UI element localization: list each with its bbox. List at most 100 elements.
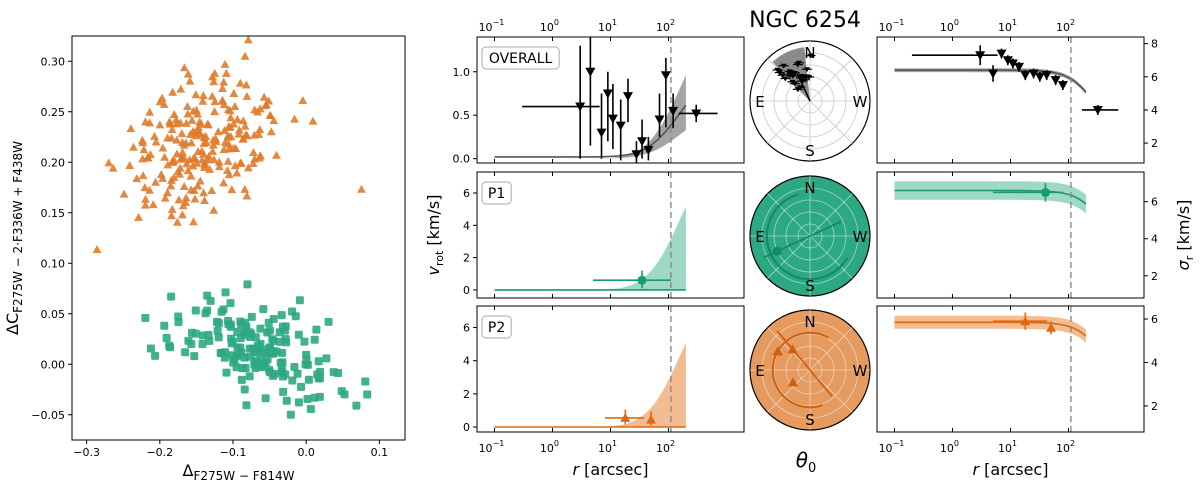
scatter-point bbox=[203, 291, 212, 300]
scatter-point bbox=[92, 244, 102, 253]
scatter-point bbox=[155, 120, 165, 129]
scatter-point bbox=[247, 312, 256, 321]
x-tick-label: 10−1 bbox=[479, 18, 505, 34]
scatter-point bbox=[198, 340, 207, 349]
scatter-point bbox=[180, 63, 189, 72]
scatter-point bbox=[158, 173, 168, 182]
scatter-point bbox=[314, 357, 323, 366]
scatter-point bbox=[181, 138, 191, 147]
data-point bbox=[1092, 105, 1103, 115]
scatter-point bbox=[265, 110, 275, 119]
scatter-point bbox=[297, 382, 306, 391]
sigma-panel-0: 2 4 6 8 10−1 100 101 102 bbox=[876, 18, 1158, 164]
scatter-point bbox=[281, 370, 290, 379]
confidence-band bbox=[494, 206, 686, 290]
scatter-point bbox=[282, 396, 291, 405]
scatter-point bbox=[158, 143, 168, 152]
angle-sample-marker bbox=[794, 87, 801, 93]
scatter-point bbox=[188, 328, 197, 337]
compass-east: E bbox=[755, 362, 764, 380]
panel-label: OVERALL bbox=[489, 51, 553, 67]
scatter-point bbox=[242, 401, 251, 410]
data-point bbox=[654, 115, 665, 125]
scatter-point bbox=[235, 78, 245, 87]
scatter-point bbox=[172, 217, 182, 226]
x-tick-label: 100 bbox=[540, 18, 559, 34]
scatter-point bbox=[295, 296, 304, 305]
scatter-point bbox=[176, 84, 186, 93]
panel-plot-area bbox=[494, 172, 686, 298]
scatter-point bbox=[178, 210, 187, 219]
polar-grid-spoke bbox=[767, 369, 811, 413]
scatter-point bbox=[233, 114, 242, 123]
scatter-point bbox=[310, 335, 319, 344]
scatter-point bbox=[160, 321, 169, 330]
x-tick-label: 100 bbox=[940, 18, 959, 34]
scatter-point bbox=[269, 116, 279, 125]
x-tick-label: 100 bbox=[940, 439, 959, 455]
scatter-point bbox=[174, 312, 183, 321]
scatter-point bbox=[188, 161, 198, 170]
data-point bbox=[1020, 71, 1031, 81]
scatter-point bbox=[139, 145, 149, 154]
scatter-point bbox=[263, 328, 272, 337]
scatter-point bbox=[207, 91, 217, 100]
scatter-point bbox=[214, 162, 224, 171]
scatter-point bbox=[138, 171, 148, 180]
scatter-point bbox=[179, 182, 189, 191]
data-point bbox=[585, 67, 596, 77]
scatter-point bbox=[245, 372, 254, 381]
scatter-point bbox=[198, 331, 207, 340]
scatter-point bbox=[230, 355, 239, 364]
y-tick-label: 0.05 bbox=[41, 308, 66, 321]
scatter-point bbox=[276, 358, 285, 367]
scatter-point bbox=[340, 390, 349, 399]
scatter-point bbox=[240, 385, 249, 394]
y-tick-label: 4 bbox=[1151, 233, 1158, 246]
angle-sample-marker bbox=[782, 76, 789, 82]
scatter-point bbox=[243, 280, 252, 289]
confidence-band bbox=[894, 181, 1086, 214]
scatter-point bbox=[173, 166, 183, 175]
scatter-point bbox=[183, 69, 193, 78]
scatter-point bbox=[300, 337, 309, 346]
scatter-point bbox=[169, 173, 179, 182]
x-tick-label: 102 bbox=[656, 439, 675, 455]
scatter-point bbox=[182, 118, 191, 127]
scatter-point bbox=[210, 97, 220, 106]
scatter-point bbox=[234, 125, 244, 134]
scatter-point bbox=[178, 147, 187, 156]
scatter-point bbox=[183, 102, 192, 111]
panel-frame bbox=[476, 171, 745, 299]
scatter-point bbox=[209, 205, 219, 214]
data-point bbox=[620, 412, 631, 422]
scatter-point bbox=[229, 143, 239, 152]
scatter-point bbox=[286, 410, 295, 419]
panel-label-box bbox=[481, 315, 512, 339]
x-tick-label: 10−1 bbox=[879, 439, 905, 455]
scatter-point bbox=[240, 184, 250, 193]
scatter-point bbox=[278, 322, 287, 331]
angle-sample-marker bbox=[774, 67, 781, 73]
scatter-point bbox=[199, 91, 208, 100]
scatter-point bbox=[304, 375, 313, 384]
scatter-point bbox=[324, 317, 333, 326]
scatter-plot: −0.3 −0.2 −0.1 0.0 0.1 −0.05 0.00 0.05 0.10 0.15 0… bbox=[3, 35, 406, 483]
scatter-point bbox=[243, 163, 253, 172]
scatter-point bbox=[268, 335, 277, 344]
scatter-point bbox=[209, 77, 219, 86]
angle-sample-marker bbox=[798, 73, 805, 79]
angle-estimate-marker bbox=[772, 346, 783, 356]
scatter-point bbox=[298, 95, 308, 104]
scatter-point bbox=[242, 91, 252, 100]
x-axis-label: r [arcsec] bbox=[573, 460, 649, 479]
panel-plot-area bbox=[494, 306, 686, 432]
polar-grid-spoke bbox=[809, 58, 853, 102]
compass-north: N bbox=[804, 44, 815, 62]
scatter-point bbox=[224, 104, 233, 113]
vrot-panel-p2: 0 2 4 6 10−1 100 101 102 P2 bbox=[463, 305, 745, 455]
compass-west: W bbox=[853, 362, 868, 380]
polar-grid-spoke bbox=[809, 193, 853, 237]
vrot-panel-overall: 0.0 0.5 1.0 10−1 100 101 102 OVERALL bbox=[453, 18, 745, 166]
